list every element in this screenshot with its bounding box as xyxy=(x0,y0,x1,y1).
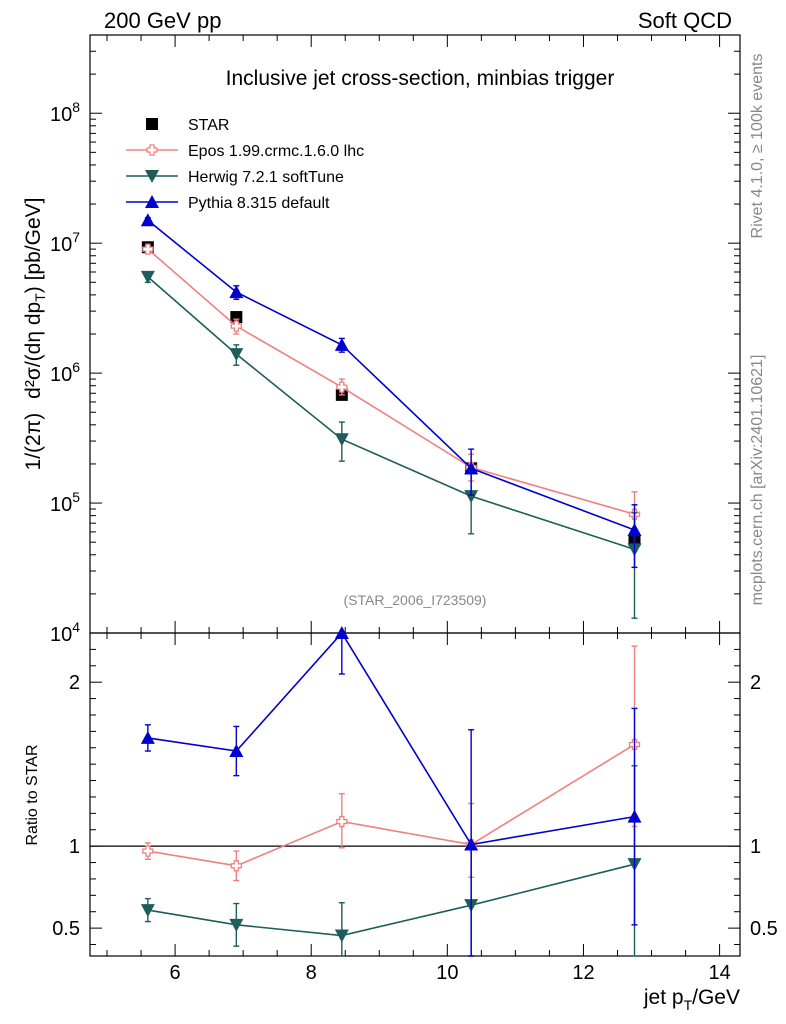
ratio-point xyxy=(334,626,349,639)
ratio-point xyxy=(229,918,244,932)
data-point xyxy=(140,270,155,284)
ratio-point xyxy=(334,929,349,943)
y-axis-label: 1/(2π) d²σ/(dη dpT) [pb/GeV] xyxy=(22,198,48,471)
ratio-point xyxy=(627,809,642,823)
rivet-version-label: Rivet 4.1.0, ≥ 100k events xyxy=(749,54,766,239)
y-axis-label-unit: ) [pb/GeV] xyxy=(22,198,45,294)
chart-title: Inclusive jet cross-section, minbias tri… xyxy=(226,67,615,90)
legend-label: STAR xyxy=(188,117,229,134)
legend-label: Epos 1.99.crmc.1.6.0 lhc xyxy=(188,143,364,160)
legend-marker-shape xyxy=(146,144,158,156)
ratio-y-tick-label-left: 0.5 xyxy=(52,918,80,940)
series-2 xyxy=(140,213,642,569)
y-tick-label: 107 xyxy=(50,229,80,256)
ratio-line xyxy=(147,631,635,846)
ratio-y-tick-label-right: 2 xyxy=(750,672,761,694)
data-point xyxy=(229,348,244,362)
series-star xyxy=(141,241,641,546)
data-point xyxy=(334,337,349,351)
series-1 xyxy=(140,270,642,619)
legend-entry: STAR xyxy=(146,117,229,134)
y-tick-label: 106 xyxy=(50,359,80,386)
ratio-point xyxy=(229,744,244,758)
x-tick-label: 12 xyxy=(572,962,594,984)
legend-marker xyxy=(146,144,158,156)
series-line xyxy=(147,219,635,531)
y-axis-label-prefix: 1/(2π) xyxy=(22,413,45,471)
ratio-point xyxy=(142,845,154,857)
legend-entry: Herwig 7.2.1 softTune xyxy=(126,169,344,186)
star-data-point xyxy=(230,311,243,324)
header-right-label: Soft QCD xyxy=(638,8,732,33)
ratio-point xyxy=(140,730,155,744)
data-point xyxy=(229,285,244,299)
y-axis-label-main: d²σ/(dη dp xyxy=(22,302,45,399)
ratio-point-shape xyxy=(336,815,348,828)
legend-entry: Epos 1.99.crmc.1.6.0 lhc xyxy=(126,143,364,160)
ratio-panel-frame xyxy=(89,632,741,957)
series-layer xyxy=(140,213,642,957)
data-point xyxy=(334,433,349,447)
ratio-point-shape xyxy=(230,860,242,872)
legend-label: Pythia 8.315 default xyxy=(188,195,330,212)
ratio-series-1 xyxy=(140,765,642,957)
x-axis-label-main: jet p xyxy=(643,986,684,1009)
mcplots-credit-label: mcplots.cern.ch [arXiv:2401.10621] xyxy=(749,355,766,606)
ratio-point-shape xyxy=(142,845,154,857)
legend-entry: Pythia 8.315 default xyxy=(126,195,330,212)
data-point xyxy=(230,320,242,332)
legend-marker xyxy=(146,118,158,130)
x-tick-label: 6 xyxy=(170,962,181,984)
ratio-point xyxy=(464,837,479,851)
ratio-series-2 xyxy=(140,626,642,957)
ratio-point xyxy=(230,860,242,872)
x-tick-label: 10 xyxy=(436,962,458,984)
data-point xyxy=(140,213,155,227)
ratio-series-0 xyxy=(142,645,641,882)
x-axis-label-sub: T xyxy=(684,997,693,1013)
series-line xyxy=(147,248,635,516)
ratio-y-tick-label-left: 2 xyxy=(69,672,80,694)
ratio-line xyxy=(147,863,635,937)
x-tick-label: 8 xyxy=(306,962,317,984)
data-point xyxy=(336,381,348,393)
ratio-y-tick-label-right: 0.5 xyxy=(750,918,778,940)
ratio-point xyxy=(140,904,155,918)
series-line xyxy=(147,276,635,551)
ratio-y-tick-label-left: 1 xyxy=(69,836,80,858)
y-tick-label: 105 xyxy=(50,489,80,516)
x-tick-label: 14 xyxy=(708,962,730,984)
legend-marker xyxy=(145,170,159,183)
ratio-line xyxy=(147,743,635,867)
legend: STAR Epos 1.99.crmc.1.6.0 lhc Herwig 7.2.1… xyxy=(126,117,364,212)
data-point xyxy=(627,523,642,537)
data-point xyxy=(464,461,479,475)
ratio-y-tick-label-right: 1 xyxy=(750,836,761,858)
y-tick-label: 108 xyxy=(50,99,80,126)
x-axis-label: jet pT/GeV xyxy=(643,986,740,1013)
y-tick-label: 104 xyxy=(50,619,80,646)
x-axis-label-unit: /GeV xyxy=(692,986,740,1009)
legend-label: Herwig 7.2.1 softTune xyxy=(188,169,344,186)
data-point-shape xyxy=(336,381,348,393)
data-point xyxy=(142,243,154,255)
header-left-label: 200 GeV pp xyxy=(104,8,221,33)
ratio-y-axis-label: Ratio to STAR xyxy=(24,744,41,845)
ratio-point xyxy=(336,815,348,828)
data-point-shape xyxy=(230,320,242,332)
series-0 xyxy=(142,243,641,547)
data-point-shape xyxy=(142,243,154,255)
data-point xyxy=(464,490,479,504)
legend-marker xyxy=(145,195,159,208)
analysis-id-label: (STAR_2006_I723509) xyxy=(344,592,487,608)
y-axis-label-sub: T xyxy=(32,293,48,302)
